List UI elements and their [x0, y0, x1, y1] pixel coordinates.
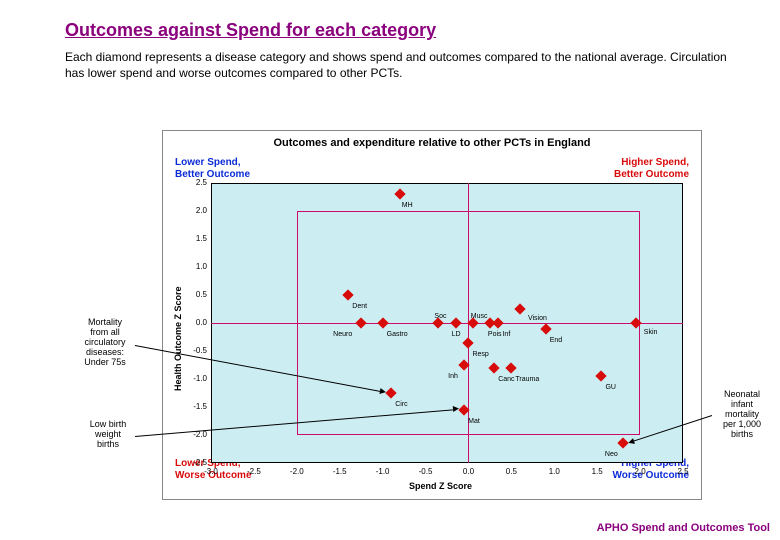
x-tick-label: -2.5: [239, 467, 269, 476]
scatter-chart: Outcomes and expenditure relative to oth…: [162, 130, 702, 500]
data-label-neuro: Neuro: [333, 331, 352, 338]
data-label-trauma: Trauma: [515, 376, 539, 383]
data-label-inh: Inh: [448, 373, 458, 380]
data-label-resp: Resp: [472, 351, 488, 358]
x-tick-label: 2.0: [625, 467, 655, 476]
page-description: Each diamond represents a disease catego…: [0, 49, 780, 81]
data-label-musc: Musc: [471, 313, 488, 320]
x-tick-label: 1.5: [582, 467, 612, 476]
data-label-circ: Circ: [395, 401, 407, 408]
data-label-dent: Dent: [352, 303, 367, 310]
annotation-neonatal: Neonatal infant mortality per 1,000 birt…: [712, 390, 772, 439]
data-label-skin: Skin: [644, 329, 658, 336]
x-zero-axis: [211, 323, 683, 324]
y-tick-label: 0.0: [179, 318, 207, 327]
data-label-neo: Neo: [605, 451, 618, 458]
data-label-canc: Canc: [498, 376, 514, 383]
y-tick-label: -2.5: [179, 458, 207, 467]
y-tick-label: -1.5: [179, 402, 207, 411]
y-tick-label: 1.5: [179, 234, 207, 243]
x-tick-label: 0.5: [496, 467, 526, 476]
chart-title: Outcomes and expenditure relative to oth…: [163, 131, 701, 149]
y-tick-label: 2.5: [179, 178, 207, 187]
x-tick-label: 0.0: [453, 467, 483, 476]
x-tick-label: -0.5: [411, 467, 441, 476]
annotation-mortality: Mortality from all circulatory diseases:…: [70, 318, 140, 367]
y-tick-label: -1.0: [179, 374, 207, 383]
y-tick-label: 1.0: [179, 262, 207, 271]
x-axis-label: Spend Z Score: [409, 481, 472, 491]
x-tick-label: -3.0: [196, 467, 226, 476]
data-label-mh: MH: [402, 202, 413, 209]
corner-top-right: Higher Spend, Better Outcome: [614, 157, 689, 180]
data-label-end: End: [550, 337, 562, 344]
data-label-pois: Pois: [488, 331, 502, 338]
corner-top-left: Lower Spend, Better Outcome: [175, 157, 250, 180]
footer-credit: APHO Spend and Outcomes Tool: [597, 522, 770, 534]
data-label-inf: Inf: [502, 331, 510, 338]
x-tick-label: -1.5: [325, 467, 355, 476]
x-tick-label: -2.0: [282, 467, 312, 476]
x-tick-label: 1.0: [539, 467, 569, 476]
y-tick-label: 2.0: [179, 206, 207, 215]
data-label-gu: GU: [605, 384, 616, 391]
data-label-vision: Vision: [528, 315, 547, 322]
x-tick-label: -1.0: [368, 467, 398, 476]
page-title: Outcomes against Spend for each category: [0, 0, 780, 49]
data-label-mat: Mat: [468, 418, 480, 425]
x-tick-label: 2.5: [668, 467, 698, 476]
annotation-lowbirth: Low birth weight births: [78, 420, 138, 450]
data-label-soc: Soc: [434, 313, 446, 320]
y-tick-label: 0.5: [179, 290, 207, 299]
data-label-ld: LD: [452, 331, 461, 338]
data-label-gastro: Gastro: [387, 331, 408, 338]
